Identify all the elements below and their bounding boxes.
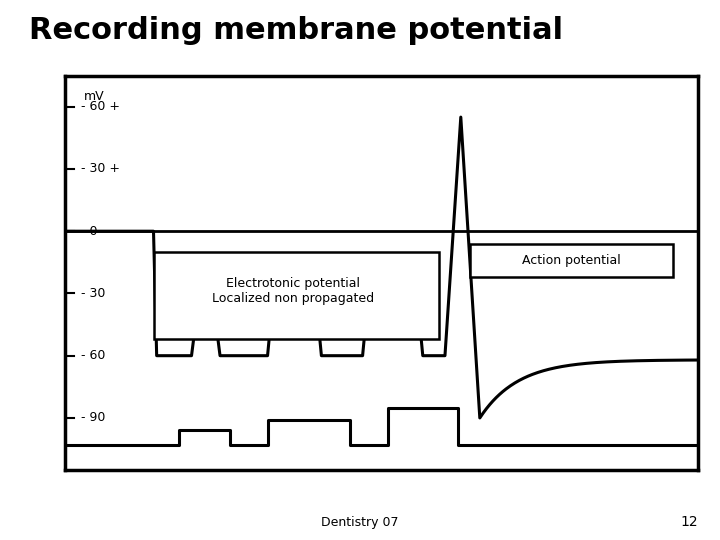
Bar — [470, 244, 673, 277]
Text: Action potential: Action potential — [522, 254, 621, 267]
Text: Recording membrane potential: Recording membrane potential — [29, 16, 563, 45]
Text: Electrotonic potential
Localized non propagated: Electrotonic potential Localized non pro… — [212, 278, 374, 306]
Text: - 30 +: - 30 + — [81, 163, 120, 176]
Bar — [153, 252, 438, 339]
Text: mV: mV — [84, 90, 104, 103]
Text: - 60 +: - 60 + — [81, 100, 120, 113]
Text: - 60: - 60 — [81, 349, 105, 362]
Text: Dentistry 07: Dentistry 07 — [321, 516, 399, 529]
Text: - 90: - 90 — [81, 411, 105, 424]
Text: - 0: - 0 — [81, 225, 97, 238]
Text: 12: 12 — [681, 515, 698, 529]
Text: - 30: - 30 — [81, 287, 105, 300]
